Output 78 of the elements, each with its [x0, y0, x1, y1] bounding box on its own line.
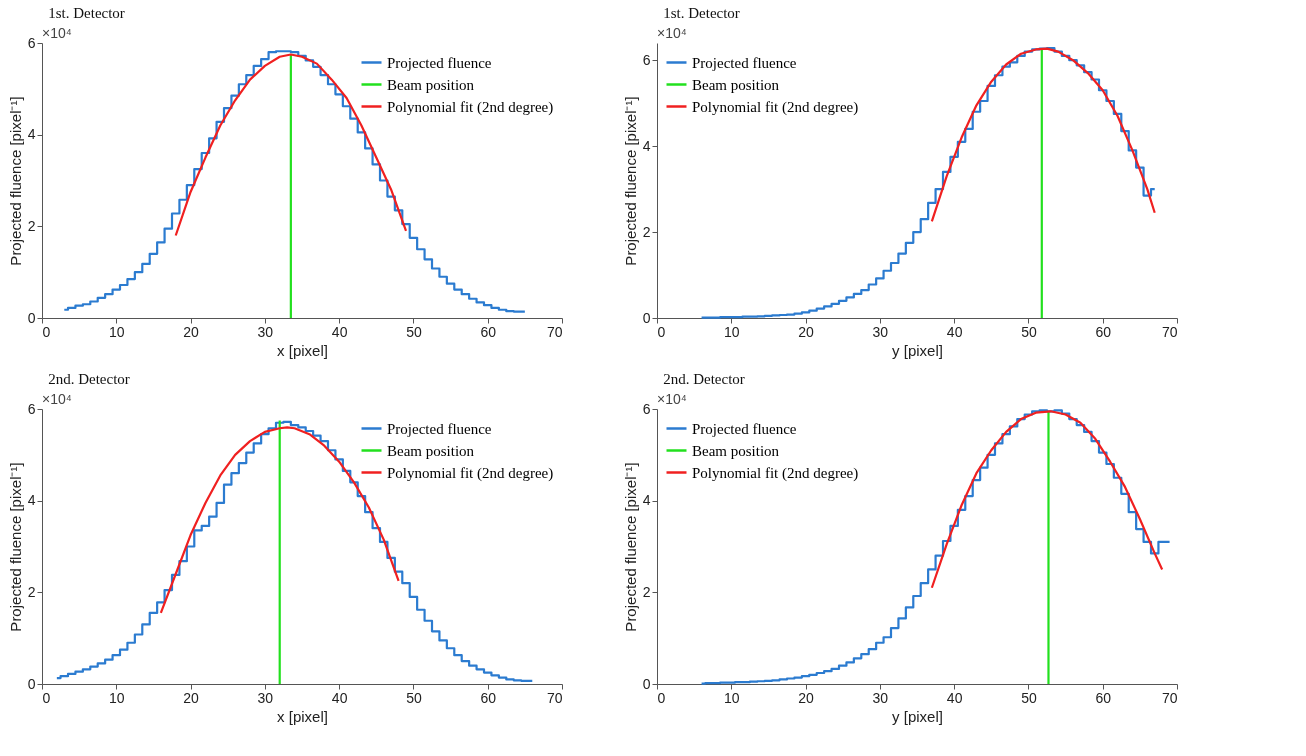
y-tick-label: 0: [642, 309, 651, 326]
x-tick-label: 70: [546, 689, 563, 706]
y-tick-label: 4: [27, 126, 36, 143]
text: ×10⁴: [42, 391, 72, 407]
x-tick-label: 0: [42, 689, 51, 706]
x-tick-label: 70: [546, 323, 563, 340]
line-series: [930, 47, 1156, 223]
x-tick-label: 40: [331, 323, 348, 340]
legend-label: Beam position: [692, 76, 780, 93]
y-tick-label: 6: [642, 51, 651, 68]
x-tick-label: 30: [257, 689, 274, 706]
x-tick-label: 40: [946, 689, 963, 706]
legend-label: Beam position: [387, 442, 475, 459]
x-tick-label: 0: [42, 323, 51, 340]
x-tick-label: 0: [657, 323, 666, 340]
x-tick-label: 60: [480, 323, 497, 340]
y-axis-title: Projected fluence [pixel⁻¹]: [6, 462, 24, 632]
y-axis-title: Projected fluence [pixel⁻¹]: [6, 96, 24, 266]
legend-label: Beam position: [692, 442, 780, 459]
legend-label: Polynomial fit (2nd degree): [387, 464, 554, 482]
y-tick-label: 2: [27, 583, 36, 600]
legend-label: Polynomial fit (2nd degree): [692, 464, 859, 482]
chart-title: 1st. Detector: [48, 5, 125, 21]
y-tick-label: 0: [27, 675, 36, 692]
x-tick-label: 30: [257, 323, 274, 340]
x-tick-label: 60: [480, 689, 497, 706]
y-tick-label: 6: [27, 400, 36, 417]
x-tick-label: 0: [657, 689, 666, 706]
y-tick-label: 4: [642, 492, 651, 509]
x-tick-label: 10: [109, 689, 125, 706]
x-tick-label: 40: [946, 323, 963, 340]
y-tick-label: 2: [642, 583, 651, 600]
y-tick-label: 0: [27, 309, 36, 326]
x-tick-label: 20: [798, 689, 815, 706]
x-tick-label: 50: [1021, 323, 1037, 340]
x-tick-label: 70: [1161, 689, 1178, 706]
x-tick-label: 30: [872, 323, 889, 340]
x-tick-label: 40: [331, 689, 348, 706]
x-tick-label: 30: [872, 689, 889, 706]
legend-label: Projected fluence: [387, 54, 492, 71]
legend-label: Projected fluence: [692, 54, 797, 71]
legend-label: Projected fluence: [692, 420, 797, 437]
x-tick-label: 10: [724, 323, 740, 340]
x-tick-label: 50: [406, 689, 422, 706]
x-tick-label: 60: [1095, 689, 1112, 706]
x-tick-label: 20: [798, 323, 815, 340]
x-axis-title: x [pixel]: [277, 707, 328, 725]
y-tick-label: 6: [642, 400, 651, 417]
legend-label: Beam position: [387, 76, 475, 93]
y-tick-label: 2: [27, 217, 36, 234]
text: ×10⁴: [657, 25, 687, 41]
text: ×10⁴: [42, 25, 72, 41]
y-tick-label: 2: [642, 223, 651, 240]
y-tick-label: 6: [27, 34, 36, 51]
x-tick-label: 60: [1095, 323, 1112, 340]
legend-label: Polynomial fit (2nd degree): [692, 98, 859, 116]
chart-title: 2nd. Detector: [48, 371, 130, 387]
y-tick-label: 0: [642, 675, 651, 692]
y-tick-label: 4: [642, 137, 651, 154]
y-axis-title: Projected fluence [pixel⁻¹]: [621, 96, 639, 266]
line-series: [930, 410, 1164, 589]
legend-label: Projected fluence: [387, 420, 492, 437]
x-axis-title: x [pixel]: [277, 341, 328, 359]
x-tick-label: 50: [1021, 689, 1037, 706]
x-tick-label: 20: [183, 689, 200, 706]
chart-title: 2nd. Detector: [663, 371, 745, 387]
y-axis-title: Projected fluence [pixel⁻¹]: [621, 462, 639, 632]
x-tick-label: 10: [109, 323, 125, 340]
x-tick-label: 70: [1161, 323, 1178, 340]
legend-label: Polynomial fit (2nd degree): [387, 98, 554, 116]
x-tick-label: 10: [724, 689, 740, 706]
chart-title: 1st. Detector: [663, 5, 740, 21]
x-tick-label: 50: [406, 323, 422, 340]
x-tick-label: 20: [183, 323, 200, 340]
text: ×10⁴: [657, 391, 687, 407]
x-axis-title: y [pixel]: [892, 707, 943, 725]
x-axis-title: y [pixel]: [892, 341, 943, 359]
y-tick-label: 4: [27, 492, 36, 509]
